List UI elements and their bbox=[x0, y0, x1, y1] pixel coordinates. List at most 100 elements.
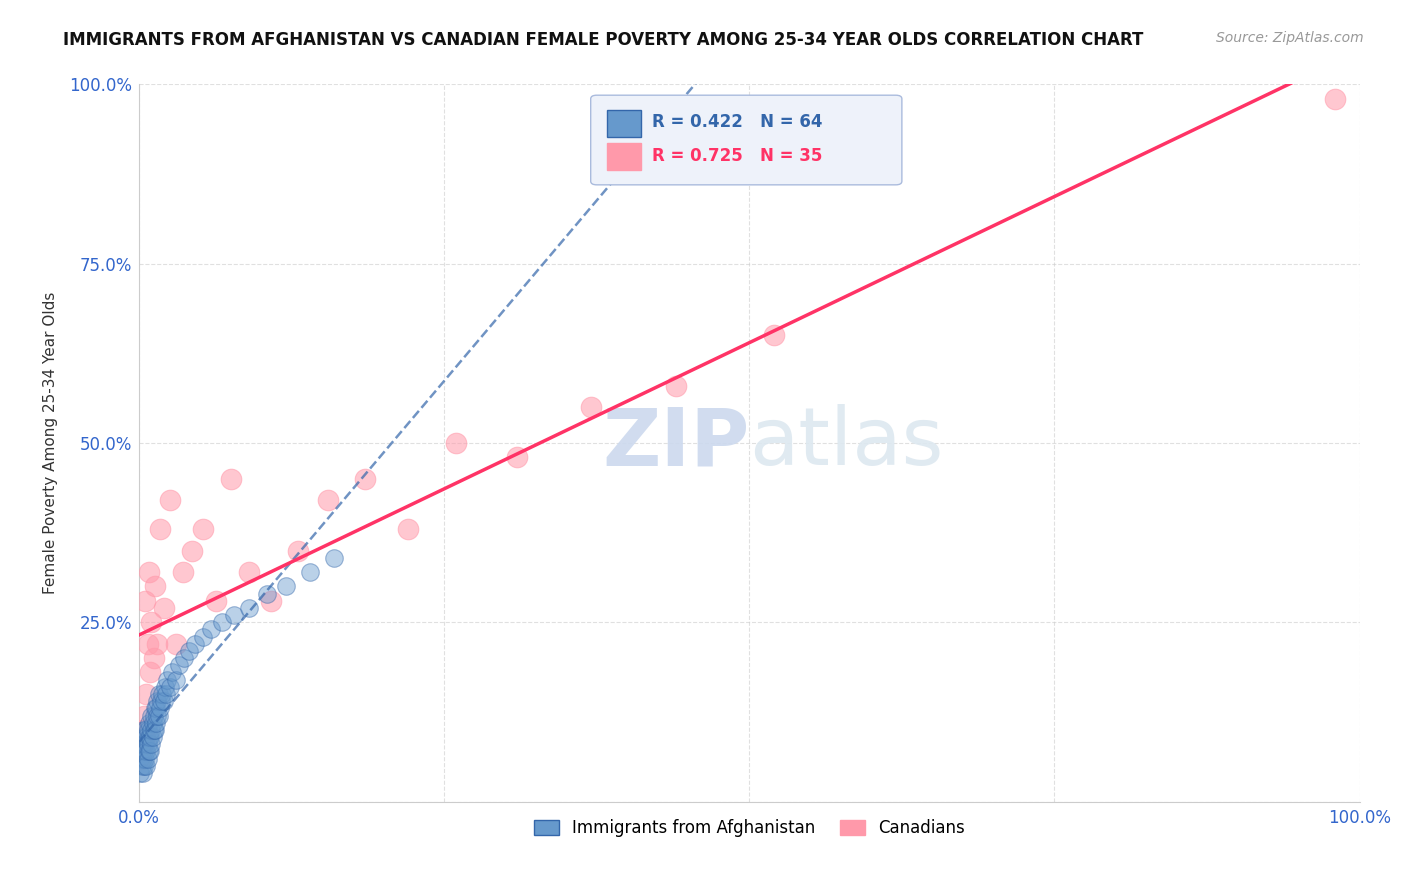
Point bbox=[132, 758, 155, 772]
Point bbox=[136, 637, 159, 651]
Text: Source: ZipAtlas.com: Source: ZipAtlas.com bbox=[1216, 31, 1364, 45]
Point bbox=[169, 658, 191, 673]
Point bbox=[256, 586, 278, 600]
Point bbox=[160, 665, 183, 680]
Point bbox=[145, 715, 167, 730]
Text: R = 0.725   N = 35: R = 0.725 N = 35 bbox=[652, 147, 823, 165]
Point bbox=[579, 400, 602, 414]
Point bbox=[139, 730, 162, 744]
Point bbox=[134, 723, 156, 737]
Point bbox=[134, 730, 156, 744]
Point bbox=[149, 522, 172, 536]
Point bbox=[149, 701, 172, 715]
Point bbox=[180, 543, 202, 558]
Point bbox=[142, 708, 165, 723]
Point bbox=[142, 723, 165, 737]
Point bbox=[274, 579, 297, 593]
Point bbox=[141, 723, 163, 737]
Point bbox=[211, 615, 233, 630]
Point bbox=[318, 493, 340, 508]
Point bbox=[153, 680, 176, 694]
Point bbox=[287, 543, 309, 558]
Point bbox=[139, 665, 162, 680]
Point bbox=[131, 744, 153, 758]
Point bbox=[132, 723, 155, 737]
Point bbox=[129, 765, 152, 780]
Text: atlas: atlas bbox=[749, 404, 943, 482]
Point bbox=[148, 708, 170, 723]
Point bbox=[146, 708, 169, 723]
Point bbox=[132, 751, 155, 765]
Point bbox=[354, 472, 377, 486]
FancyBboxPatch shape bbox=[591, 95, 901, 185]
Point bbox=[172, 565, 194, 579]
Point bbox=[159, 680, 181, 694]
Point bbox=[396, 522, 419, 536]
Point bbox=[191, 522, 214, 536]
Point bbox=[129, 751, 152, 765]
Point bbox=[173, 651, 195, 665]
Point bbox=[141, 708, 163, 723]
Point bbox=[132, 730, 155, 744]
FancyBboxPatch shape bbox=[606, 110, 641, 136]
Point bbox=[143, 723, 166, 737]
Text: ZIP: ZIP bbox=[602, 404, 749, 482]
Point bbox=[131, 758, 153, 772]
Point bbox=[152, 694, 174, 708]
Point bbox=[150, 687, 173, 701]
Point bbox=[146, 637, 169, 651]
Point bbox=[148, 687, 170, 701]
Point bbox=[219, 472, 242, 486]
Point bbox=[145, 701, 167, 715]
Point bbox=[260, 594, 283, 608]
Point bbox=[159, 493, 181, 508]
Point bbox=[184, 637, 207, 651]
Point bbox=[143, 579, 166, 593]
Point bbox=[142, 715, 165, 730]
Point bbox=[132, 737, 155, 751]
Point bbox=[191, 630, 214, 644]
Point bbox=[141, 737, 163, 751]
Point bbox=[132, 723, 155, 737]
Point bbox=[165, 637, 187, 651]
Point bbox=[132, 708, 155, 723]
Point bbox=[131, 737, 153, 751]
Point bbox=[135, 687, 157, 701]
Point bbox=[205, 594, 228, 608]
Point bbox=[136, 737, 159, 751]
Point bbox=[165, 673, 187, 687]
Point bbox=[132, 765, 155, 780]
Point bbox=[238, 601, 260, 615]
Point bbox=[665, 378, 688, 392]
Point bbox=[298, 565, 321, 579]
Point bbox=[155, 687, 177, 701]
Point bbox=[152, 601, 174, 615]
Text: R = 0.422   N = 64: R = 0.422 N = 64 bbox=[652, 113, 823, 131]
Point bbox=[138, 565, 160, 579]
Point bbox=[446, 436, 468, 450]
Point bbox=[150, 694, 173, 708]
Point bbox=[143, 701, 166, 715]
Point bbox=[238, 565, 260, 579]
Point bbox=[146, 694, 169, 708]
Point bbox=[135, 744, 157, 758]
Point bbox=[323, 550, 346, 565]
Y-axis label: Female Poverty Among 25-34 Year Olds: Female Poverty Among 25-34 Year Olds bbox=[44, 292, 58, 594]
Text: IMMIGRANTS FROM AFGHANISTAN VS CANADIAN FEMALE POVERTY AMONG 25-34 YEAR OLDS COR: IMMIGRANTS FROM AFGHANISTAN VS CANADIAN … bbox=[63, 31, 1143, 49]
Point bbox=[132, 744, 155, 758]
Point bbox=[762, 328, 785, 343]
Point bbox=[142, 730, 165, 744]
Point bbox=[135, 730, 157, 744]
Point bbox=[131, 737, 153, 751]
Point bbox=[138, 715, 160, 730]
Legend: Immigrants from Afghanistan, Canadians: Immigrants from Afghanistan, Canadians bbox=[527, 812, 972, 844]
Point bbox=[138, 730, 160, 744]
Point bbox=[141, 615, 163, 630]
FancyBboxPatch shape bbox=[606, 144, 641, 170]
Point bbox=[1324, 92, 1347, 106]
Point bbox=[136, 751, 159, 765]
Point bbox=[139, 744, 162, 758]
Point bbox=[142, 651, 165, 665]
Point bbox=[135, 758, 157, 772]
Point bbox=[134, 751, 156, 765]
